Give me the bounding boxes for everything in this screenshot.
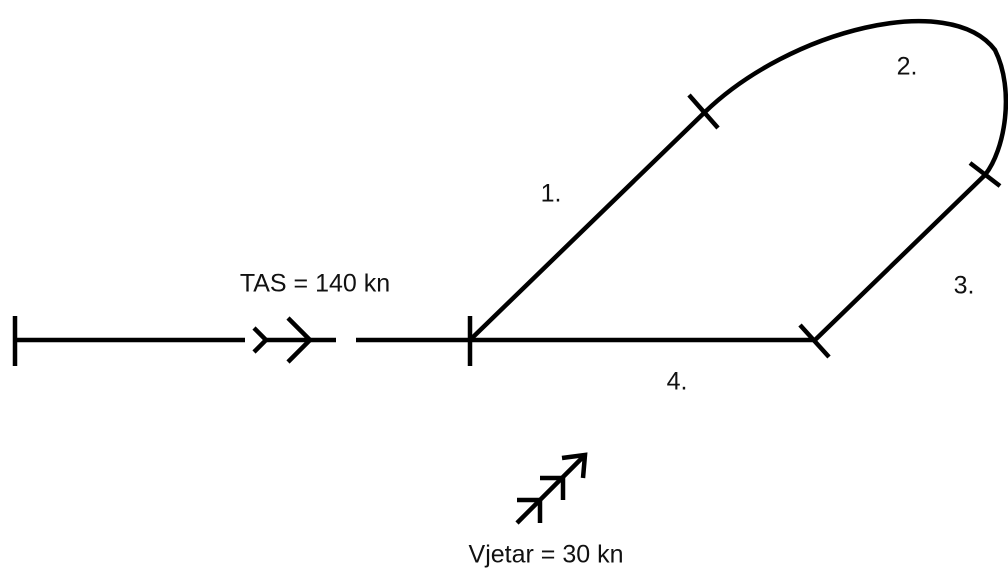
leg-label: 4.	[667, 368, 688, 396]
inbound-track	[12, 316, 473, 366]
leg-label: 3.	[954, 272, 975, 300]
leg-label: 2.	[897, 53, 918, 81]
leg-label: 1.	[541, 180, 562, 208]
wind-arrow	[515, 452, 588, 525]
wind-label: Vjetar = 30 kn	[469, 541, 624, 569]
speed-label: TAS = 140 kn	[240, 270, 390, 298]
holding-pattern	[468, 18, 1008, 359]
